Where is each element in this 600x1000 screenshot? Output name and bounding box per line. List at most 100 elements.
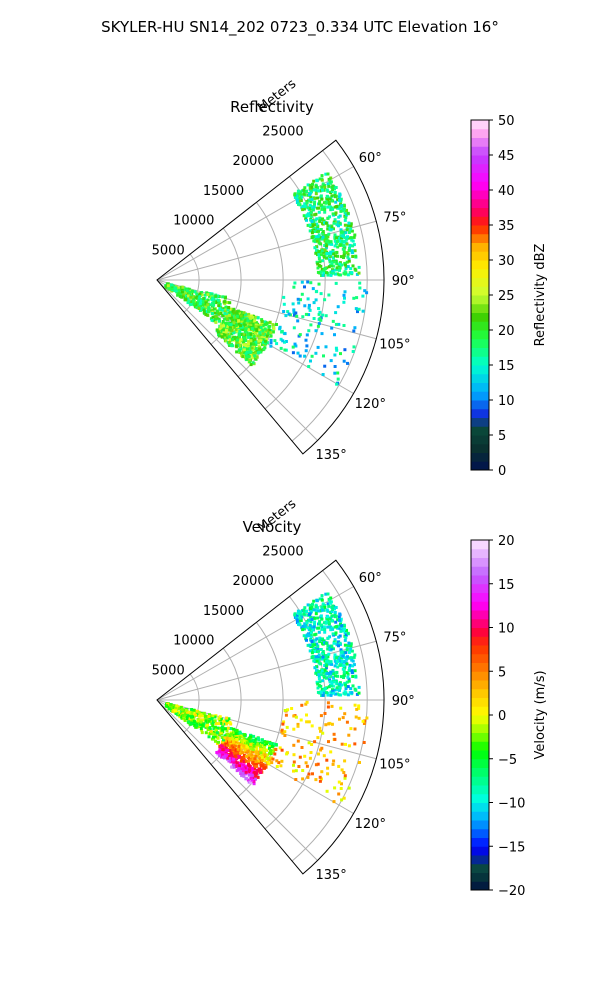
echo-gate: [343, 643, 347, 647]
echo-gate: [333, 664, 337, 668]
echo-gate: [313, 740, 317, 744]
echo-gate: [333, 371, 337, 375]
echo-gate: [269, 331, 273, 335]
echo-gate: [349, 224, 353, 228]
echo-gate: [357, 271, 361, 275]
echo-gate: [321, 650, 325, 653]
colorbar-segment: [471, 128, 489, 138]
echo-gate: [213, 715, 217, 719]
echo-gate: [218, 334, 221, 338]
echo-gate: [335, 348, 339, 352]
echo-gate: [215, 309, 219, 313]
echo-gate: [202, 297, 206, 300]
echo-gate: [235, 769, 239, 773]
echo-gate: [257, 755, 261, 759]
echo-gate: [259, 751, 263, 755]
echo-gate: [305, 621, 309, 625]
colorbar-segment: [471, 356, 489, 366]
echo-gate: [294, 344, 298, 348]
azimuth-gridline: [156, 586, 354, 701]
colorbar-segment: [471, 828, 489, 838]
echo-gate: [227, 717, 231, 721]
echo-gate: [227, 311, 231, 315]
echo-gate: [197, 710, 201, 714]
echo-gate: [228, 326, 232, 330]
echo-gate: [333, 268, 337, 272]
echo-gate: [322, 608, 326, 612]
echo-gate: [177, 288, 181, 292]
echo-gate: [309, 615, 313, 619]
echo-gate: [326, 592, 330, 596]
echo-gate: [253, 354, 257, 358]
echo-gate: [322, 201, 326, 205]
echo-gate: [298, 618, 302, 622]
echo-gate: [343, 272, 347, 276]
echo-gate: [314, 612, 318, 616]
echo-gate: [347, 259, 351, 263]
echo-gate: [224, 753, 228, 757]
echo-gate: [316, 228, 320, 231]
echo-gate: [337, 764, 341, 768]
echo-gate: [185, 710, 189, 714]
echo-gate: [255, 768, 259, 772]
echo-gate: [204, 305, 208, 309]
echo-gate: [260, 756, 264, 760]
echo-gate: [335, 682, 339, 686]
echo-gate: [214, 729, 218, 732]
echo-gate: [280, 748, 284, 752]
echo-gate: [311, 224, 315, 228]
echo-gate: [317, 322, 321, 326]
colorbar-segment: [471, 225, 489, 235]
echo-gate: [195, 305, 199, 309]
echo-gate: [257, 738, 261, 742]
echo-gate: [357, 265, 361, 269]
echo-gate: [285, 752, 289, 756]
echo-gate: [327, 177, 331, 181]
echo-gate: [242, 323, 246, 327]
echo-gate: [218, 749, 222, 753]
echo-gate: [212, 319, 216, 323]
echo-gate: [329, 270, 333, 274]
echo-gate: [340, 683, 343, 687]
echo-gate: [293, 313, 296, 317]
echo-gate: [334, 211, 338, 215]
echo-gate: [349, 687, 353, 691]
echo-gate: [310, 354, 314, 358]
echo-gate: [333, 353, 337, 357]
colorbar-tick-label: 10: [498, 394, 515, 409]
echo-gate: [194, 725, 198, 729]
echo-gate: [252, 335, 256, 339]
echo-gate: [230, 337, 234, 341]
echo-gate: [330, 647, 334, 651]
echo-gate: [238, 735, 242, 739]
echo-gate: [307, 720, 311, 724]
echo-gate: [248, 334, 252, 338]
colorbar-segment: [471, 776, 489, 786]
echo-gate: [328, 680, 332, 684]
echo-gate: [213, 311, 217, 315]
echo-gate: [256, 330, 260, 334]
echo-gate: [311, 644, 315, 648]
echo-gate: [309, 359, 312, 363]
echo-gate: [280, 728, 284, 732]
echo-gate: [295, 201, 299, 204]
echo-gate: [313, 200, 317, 204]
echo-gate: [316, 324, 320, 328]
echo-gate: [257, 752, 260, 756]
echo-gate: [305, 344, 309, 348]
echo-gate: [347, 249, 351, 253]
echo-gate: [245, 354, 249, 358]
echo-gate: [346, 655, 349, 659]
echo-gate: [356, 310, 359, 314]
echo-gate: [206, 303, 210, 307]
echo-gate: [252, 352, 256, 356]
echo-gate: [242, 736, 246, 740]
echo-gate: [254, 334, 258, 338]
echo-layer: [164, 592, 369, 804]
echo-gate: [322, 674, 326, 678]
echo-gate: [299, 298, 302, 302]
echo-gate: [306, 297, 310, 301]
echo-gate: [309, 195, 313, 199]
echo-gate: [313, 213, 317, 217]
echo-gate: [342, 300, 346, 304]
